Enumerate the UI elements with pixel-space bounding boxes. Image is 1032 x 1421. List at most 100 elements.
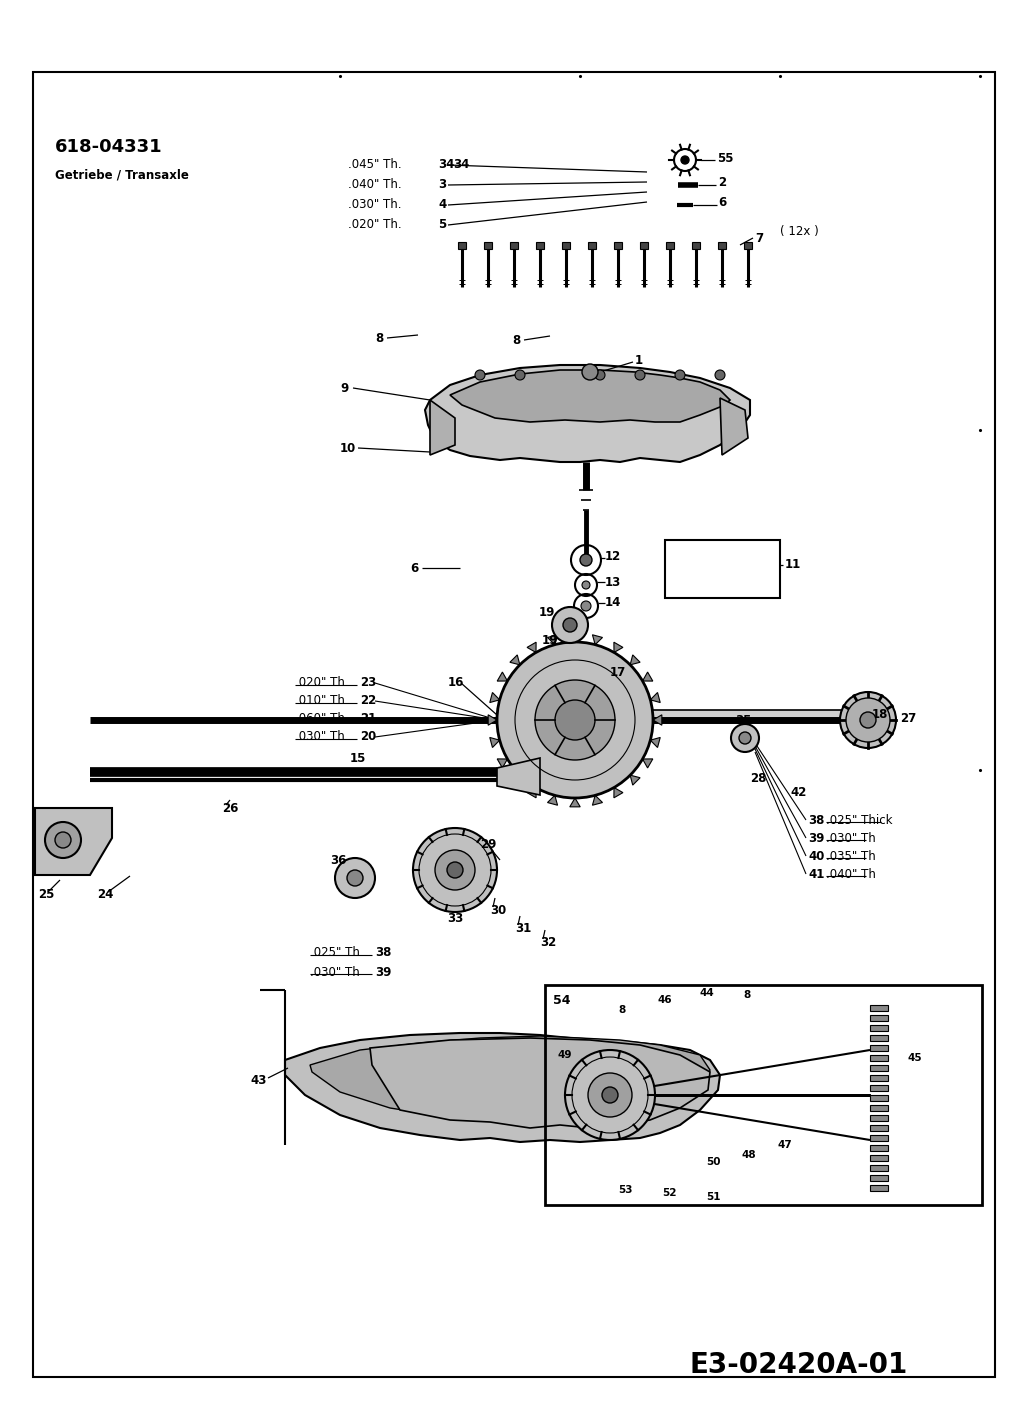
Text: 2: 2	[718, 176, 727, 189]
Circle shape	[675, 369, 685, 379]
Polygon shape	[490, 692, 499, 702]
Text: 16: 16	[448, 676, 464, 689]
Text: 26: 26	[222, 801, 238, 814]
Circle shape	[860, 712, 876, 728]
Text: 38: 38	[808, 813, 825, 827]
Text: 3: 3	[438, 179, 446, 192]
Polygon shape	[548, 635, 557, 645]
Polygon shape	[490, 737, 499, 747]
Text: .020" Th: .020" Th	[295, 676, 345, 689]
Text: .030" Th.: .030" Th.	[348, 199, 401, 212]
Text: 21: 21	[360, 712, 377, 726]
Text: 11: 11	[785, 558, 801, 571]
Circle shape	[582, 364, 598, 379]
Text: 19: 19	[542, 634, 558, 647]
Text: .040" Th.: .040" Th.	[348, 179, 401, 192]
Bar	[870, 1135, 888, 1141]
Circle shape	[335, 858, 375, 898]
Text: .045" Th.: .045" Th.	[348, 159, 401, 172]
Bar	[640, 242, 648, 249]
Bar	[870, 1086, 888, 1091]
Bar	[870, 1076, 888, 1081]
Bar	[614, 242, 622, 249]
Text: 8: 8	[743, 990, 750, 1000]
Circle shape	[45, 821, 80, 858]
Circle shape	[846, 698, 890, 742]
Polygon shape	[720, 398, 748, 455]
Circle shape	[580, 554, 592, 566]
Text: 4: 4	[438, 199, 446, 212]
Circle shape	[565, 1050, 655, 1140]
Circle shape	[436, 850, 475, 890]
Polygon shape	[631, 774, 640, 784]
Bar	[588, 242, 596, 249]
Text: 12: 12	[605, 550, 621, 564]
Circle shape	[581, 601, 591, 611]
Circle shape	[413, 828, 497, 912]
Text: 39: 39	[375, 965, 391, 979]
Bar	[458, 242, 466, 249]
Polygon shape	[527, 642, 536, 652]
Polygon shape	[650, 737, 660, 747]
Text: .010" Th: .010" Th	[295, 695, 345, 708]
Text: 22: 22	[360, 695, 377, 708]
Text: 45: 45	[908, 1053, 923, 1063]
Text: 50: 50	[706, 1157, 720, 1167]
Text: 8: 8	[375, 331, 383, 344]
Bar	[666, 242, 674, 249]
Polygon shape	[497, 757, 540, 794]
Text: 32: 32	[540, 935, 556, 948]
Text: 33: 33	[447, 911, 463, 925]
Bar	[665, 540, 780, 598]
Polygon shape	[430, 399, 455, 455]
Polygon shape	[510, 774, 520, 784]
Circle shape	[588, 1073, 632, 1117]
Polygon shape	[650, 692, 660, 702]
Circle shape	[635, 369, 645, 379]
Circle shape	[447, 863, 463, 878]
Text: 29: 29	[480, 838, 496, 851]
Polygon shape	[653, 715, 662, 725]
Text: 14: 14	[605, 597, 621, 610]
Text: 24: 24	[97, 888, 114, 901]
Text: .030" Th: .030" Th	[295, 730, 345, 743]
Circle shape	[840, 692, 896, 747]
Text: 20: 20	[360, 730, 377, 743]
Polygon shape	[497, 672, 508, 681]
Polygon shape	[614, 642, 623, 652]
Text: 8: 8	[618, 1005, 625, 1015]
Text: 13: 13	[605, 576, 621, 588]
Text: 44: 44	[700, 988, 715, 998]
Text: 618-04331: 618-04331	[55, 138, 163, 156]
Bar	[870, 1145, 888, 1151]
Polygon shape	[310, 1036, 710, 1123]
Polygon shape	[643, 759, 653, 767]
Text: 18: 18	[872, 708, 889, 720]
Text: .030" Th: .030" Th	[310, 965, 360, 979]
Bar	[870, 1025, 888, 1032]
Polygon shape	[643, 672, 653, 681]
Bar	[536, 242, 544, 249]
Circle shape	[552, 607, 588, 642]
Bar	[870, 1054, 888, 1061]
Circle shape	[731, 725, 759, 752]
Text: 42: 42	[791, 786, 806, 800]
Bar	[870, 1115, 888, 1121]
Circle shape	[515, 369, 525, 379]
Bar	[692, 242, 700, 249]
Bar	[510, 242, 518, 249]
Polygon shape	[592, 796, 603, 806]
Polygon shape	[488, 715, 497, 725]
Text: 8: 8	[512, 334, 520, 347]
Circle shape	[55, 833, 71, 848]
Text: 36: 36	[330, 854, 347, 867]
Circle shape	[555, 701, 595, 740]
Text: 49: 49	[558, 1050, 573, 1060]
Bar	[870, 1005, 888, 1010]
Text: 35: 35	[735, 713, 751, 726]
Text: 53: 53	[618, 1185, 633, 1195]
Circle shape	[475, 369, 485, 379]
Bar	[870, 1096, 888, 1101]
Text: 48: 48	[742, 1150, 756, 1160]
Polygon shape	[285, 1033, 720, 1142]
